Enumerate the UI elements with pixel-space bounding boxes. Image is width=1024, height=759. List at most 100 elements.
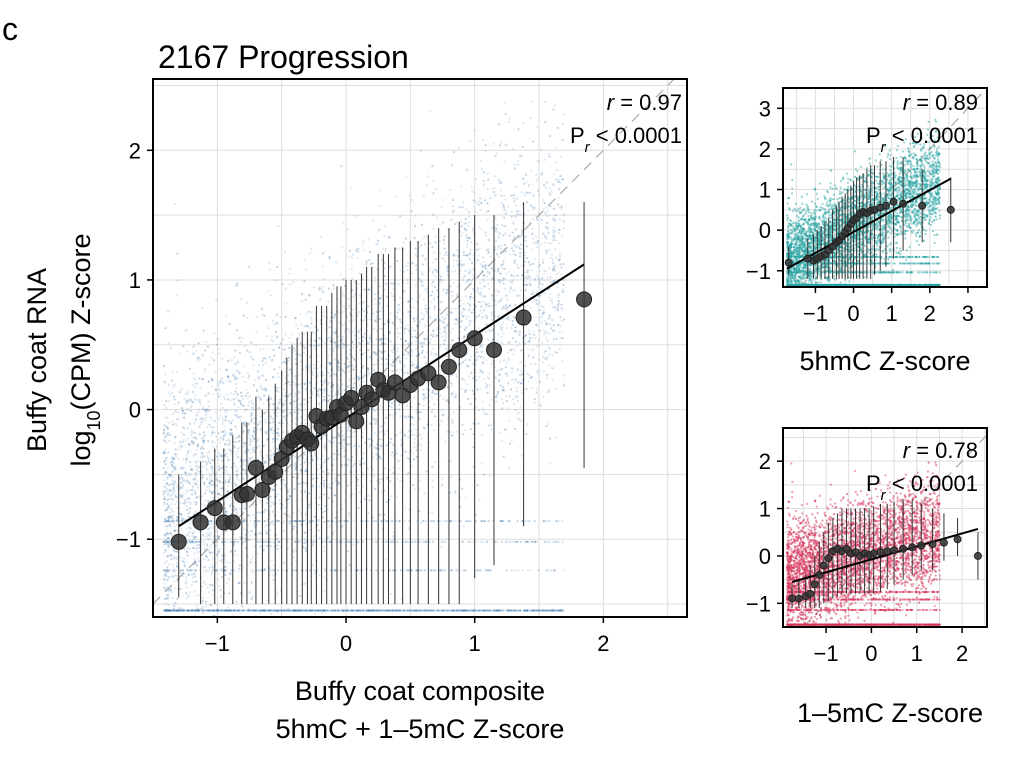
hmc-ytick-label: −1 [746,259,771,284]
hmc-frame [782,87,988,288]
hmc-xtick-label: 0 [847,301,859,326]
mc-mean-point [908,543,917,552]
hmc-ytick-label: 2 [759,137,771,162]
mc-mean-point [810,580,819,589]
main-mean-point [254,481,271,498]
hmc-mean-point [918,201,927,210]
mc-ytick-label: 1 [759,497,771,522]
main-mean-point [247,459,264,476]
main-chart-title: 2167 Progression [158,39,409,75]
mc-frame [782,427,988,628]
mc-mean-point [917,541,926,550]
hmc-xlabel: 5hmC Z-score [799,346,970,376]
mc-mean-point [815,570,824,579]
main-ytick-label: 1 [129,268,141,293]
main-mean-point [515,309,532,326]
hmc-ytick-label: 0 [759,218,771,243]
mc-mean-point [806,589,815,598]
hmc-point-cloud [785,118,942,287]
main-mean-point [267,463,284,480]
mc-mean-point [883,547,892,556]
hmc-fit-line [786,177,952,270]
main-xtick-label: 2 [597,631,609,656]
mc-ytick-label: 2 [759,449,771,474]
main-panel: 2167 Progression Buffy coat RNA log10(CP… [22,39,688,744]
mc-mean-point [788,594,797,603]
mc-plot-area [783,428,987,627]
hmc-xtick-label: 3 [962,301,974,326]
mc-xtick-label: 0 [865,641,877,666]
main-error-bars [178,202,585,605]
hmc-binned-means [784,197,955,267]
mc-grid [783,428,987,627]
hmc-mean-point [899,199,908,208]
mc-xtick-label: 2 [956,641,968,666]
main-point-cloud [162,100,566,617]
mc-mean-point [890,546,899,555]
main-identity-line [153,79,675,605]
main-mean-point [451,341,468,358]
main-mean-point [206,500,223,517]
mc-mean-point [973,551,982,560]
main-binned-means [170,291,593,550]
mc-mean-point [824,554,833,563]
mc-mean-point [939,538,948,547]
hmc-mean-point [881,201,890,210]
hmc-mean-point [946,205,955,214]
main-mean-point [430,374,447,391]
main-mean-point [170,533,187,550]
main-mean-point [386,374,403,391]
mc-binned-means [788,535,982,603]
main-xlabel-line2: 5hmC + 1–5mC Z-score [276,714,565,744]
main-mean-point [420,365,437,382]
mc-mean-point [842,544,851,553]
main-mean-point [466,330,483,347]
mc-identity-line [802,434,987,627]
panel-letter: c [2,11,18,47]
main-mean-point [224,514,241,531]
hmc-xtick-label: 1 [886,301,898,326]
hmc-ytick-label: 1 [759,178,771,203]
hmc-plot-area [783,88,987,287]
hmc-ytick-label: 3 [759,96,771,121]
main-frame [152,78,688,618]
main-ylabel-line1: Buffy coat RNA [22,268,52,452]
main-xlabel-line1: Buffy coat composite [295,676,545,706]
mc-mean-point [876,548,885,557]
main-plot-area [153,79,687,617]
mc-stat-p: Pr < 0.0001 [866,471,978,504]
mc-ytick-label: 0 [759,544,771,569]
mc-xlabel: 1–5mC Z-score [797,698,983,728]
main-mean-point [343,389,360,406]
mc-mean-point [869,549,878,558]
main-stat-r: r = 0.97 [607,90,682,115]
hmc-stat-r: r = 0.89 [903,90,978,115]
main-mean-point [485,341,502,358]
hmc-xtick-label: 2 [924,301,936,326]
main-mean-point [576,291,593,308]
hmc-xtick-label: −1 [803,301,828,326]
main-mean-point [363,391,380,408]
mc-fit-line [791,527,979,583]
mc-panel: 1–5mC Z-score −1 0 1 2 −1 0 1 2 r = 0.78 Pr < 0.0… [746,427,988,728]
main-mean-point [192,514,209,531]
main-ytick-label: −1 [116,527,141,552]
main-xtick-label: 0 [340,631,352,656]
main-mean-point [303,435,320,452]
mc-mean-point [953,535,962,544]
mc-stat-r: r = 0.78 [903,438,978,463]
mc-mean-point [928,540,937,549]
main-mean-point [440,358,457,375]
mc-mean-point [794,594,803,603]
main-xtick-label: 1 [469,631,481,656]
main-ytick-label: 0 [129,398,141,423]
hmc-mean-point [784,258,793,267]
main-xtick-label: −1 [205,631,230,656]
main-ylabel-line2: log10(CPM) Z-score [66,233,104,466]
mc-xtick-label: 1 [911,641,923,666]
mc-ytick-label: −1 [746,591,771,616]
main-ytick-label: 2 [129,138,141,163]
main-mean-point [348,413,365,430]
